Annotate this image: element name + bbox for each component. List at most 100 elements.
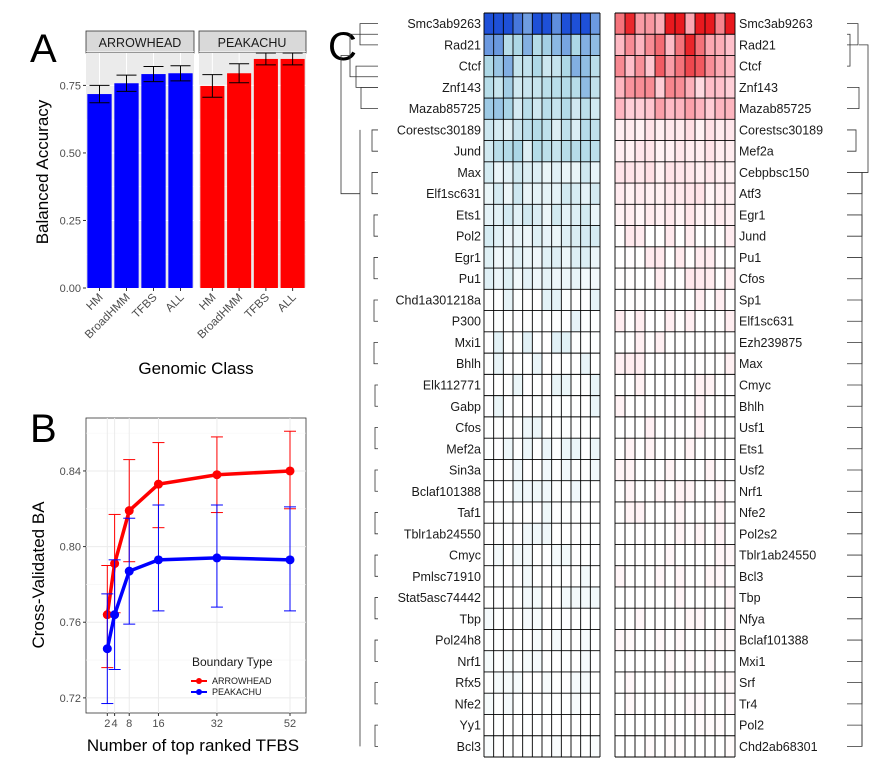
heatmap-cell [551, 204, 562, 226]
heatmap-cell [542, 55, 552, 77]
heatmap-cell [561, 501, 571, 524]
heatmap-cell [715, 34, 725, 56]
panel-b-chart: Cross-Validated BA Number of top ranked … [29, 417, 307, 755]
dendrogram-branch [374, 724, 378, 747]
y-tick-label: 0.75 [60, 80, 81, 92]
heatmap-cell [675, 310, 685, 332]
heatmap-cell [522, 119, 533, 141]
heatmap-cell [551, 480, 562, 502]
dendrogram-branch [847, 639, 863, 662]
heatmap-cell [635, 204, 645, 226]
heatmap-cell [522, 459, 533, 481]
heatmap-cell [695, 416, 705, 439]
heatmap-cell [513, 480, 523, 502]
heatmap-cell [705, 13, 715, 35]
heatmap-cell [645, 735, 655, 757]
heatmap-cell [503, 55, 513, 77]
heatmap-cell [590, 55, 600, 77]
heatmap-cell [725, 76, 735, 99]
heatmap-cell [532, 544, 542, 566]
heatmap-cell [513, 608, 523, 630]
heatmap-cell [675, 671, 685, 694]
heatmap-cell [675, 246, 685, 269]
heatmap-cell [685, 76, 695, 99]
heatmap-cell [513, 225, 523, 247]
heatmap-cell [542, 34, 552, 56]
heatmap-cell [625, 586, 635, 609]
heatmap-cell [542, 608, 552, 630]
heatmap-cell [561, 310, 571, 332]
heatmap-cell [590, 523, 600, 545]
heatmap-cell [561, 55, 571, 77]
heatmap-cell [675, 608, 685, 630]
heatmap-cell [580, 480, 591, 502]
heatmap-cell [503, 98, 513, 120]
dendrogram-branch [373, 214, 378, 237]
heatmap-cell [484, 544, 494, 566]
heatmap-cell [590, 289, 600, 311]
heatmap-cell [695, 565, 705, 587]
panel-label-a: A [30, 27, 57, 71]
data-point [124, 566, 134, 576]
heatmap-cell [665, 98, 675, 120]
row-label-left: Taf1 [457, 506, 481, 520]
panel-label-c: C [328, 25, 357, 69]
heatmap-cell [484, 225, 494, 247]
heatmap-cell [551, 119, 562, 141]
heatmap-cell [655, 671, 665, 694]
heatmap-cell [484, 289, 494, 311]
heatmap-cell [695, 140, 705, 162]
heatmap-cell [655, 119, 665, 141]
heatmap-cell [532, 55, 542, 77]
heatmap-cell [484, 161, 494, 184]
heatmap-cell [645, 374, 655, 396]
heatmap-cell [493, 565, 504, 587]
heatmap-cell [645, 523, 655, 545]
heatmap-cell [705, 374, 715, 396]
heatmap-cell [635, 98, 645, 120]
heatmap-cell [551, 76, 562, 99]
heatmap-cell [542, 565, 552, 587]
heatmap-cell [615, 586, 625, 609]
heatmap-cell [503, 204, 513, 226]
heatmap-cell [522, 438, 533, 460]
heatmap-cell [561, 565, 571, 587]
row-label-right: Corestsc30189 [739, 123, 823, 137]
heatmap-cell [655, 735, 665, 757]
heatmap-cell [571, 310, 581, 332]
heatmap-cell [685, 629, 695, 651]
heatmap-cell [503, 416, 513, 439]
heatmap-cell [615, 438, 625, 460]
heatmap-cell [725, 119, 735, 141]
heatmap-cell [484, 501, 494, 524]
heatmap-cell [675, 501, 685, 524]
heatmap-cell [625, 204, 635, 226]
heatmap-cell [655, 55, 665, 77]
heatmap-cell [532, 438, 542, 460]
heatmap-cell [695, 76, 705, 99]
facet-label-arrowhead: ARROWHEAD [99, 36, 182, 50]
heatmap-cell [513, 76, 523, 99]
dendrogram-branch [374, 682, 378, 705]
heatmap-cell [705, 671, 715, 694]
heatmap-cell [655, 98, 665, 120]
heatmap-cell [532, 501, 542, 524]
row-label-left: Nfe2 [455, 697, 481, 711]
heatmap-cell [522, 225, 533, 247]
heatmap-cell [522, 268, 533, 290]
heatmap-cell [645, 565, 655, 587]
heatmap-cell [695, 544, 705, 566]
heatmap-cell [590, 268, 600, 290]
row-label-left: Cfos [455, 421, 481, 435]
heatmap-cell [705, 310, 715, 332]
heatmap-cell [695, 480, 705, 502]
heatmap-cell [484, 140, 494, 162]
heatmap-cell [542, 204, 552, 226]
heatmap-cell [715, 374, 725, 396]
heatmap-cell [675, 289, 685, 311]
heatmap-cell [551, 416, 562, 439]
heatmap-cell [590, 459, 600, 481]
heatmap-cell [705, 608, 715, 630]
heatmap-cell [665, 183, 675, 205]
heatmap-cell [615, 204, 625, 226]
